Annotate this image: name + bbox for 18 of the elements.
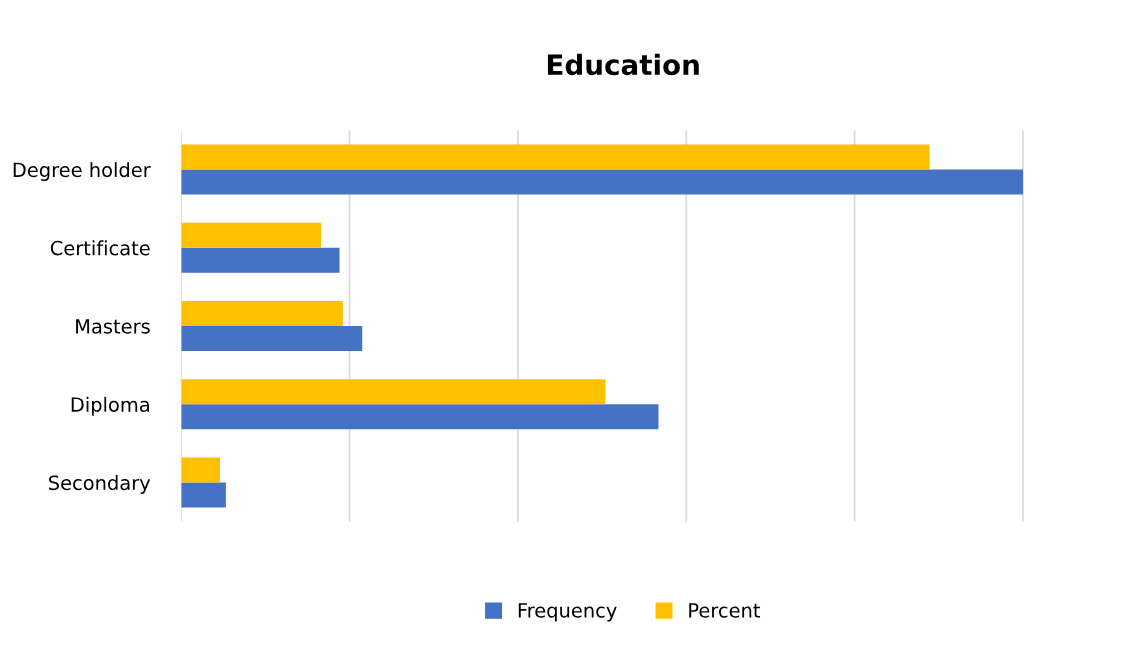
y-tick-label: Secondary: [49, 475, 151, 494]
bar: [181, 247, 340, 273]
bar: [181, 144, 930, 170]
chart-title: Education: [547, 53, 699, 76]
y-tick-label: Certificate: [50, 240, 150, 256]
bar: [181, 169, 1023, 195]
bar: [181, 482, 226, 508]
legend-label: Percent: [689, 603, 761, 618]
bar: [181, 379, 606, 405]
bar: [181, 326, 363, 352]
y-tick-label: Degree holder: [13, 162, 151, 181]
legend-label: Frequency: [518, 603, 617, 622]
bar: [181, 404, 659, 430]
bar: [181, 457, 220, 483]
bar: [181, 300, 343, 326]
y-tick-label: Masters: [76, 319, 150, 334]
y-tick-label: Diploma: [71, 396, 149, 416]
bar: [181, 222, 321, 248]
